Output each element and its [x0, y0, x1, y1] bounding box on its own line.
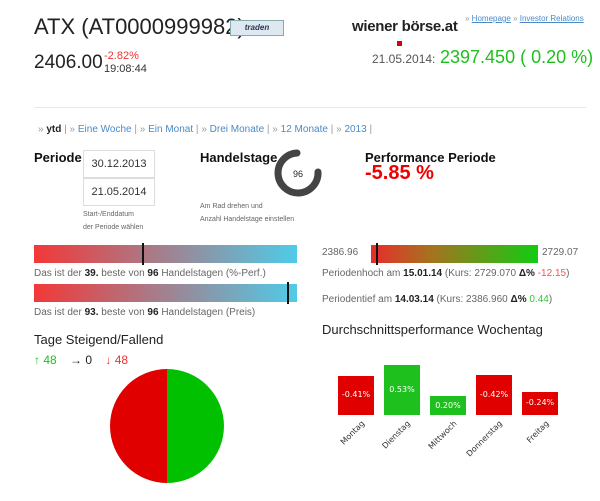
period-tabs: » ytd | » Eine Woche | » Ein Monat | » D… — [38, 124, 373, 135]
logo-dot — [397, 41, 402, 46]
updown-title: Tage Steigend/Fallend — [34, 332, 164, 347]
x-tick-label: Montag — [338, 419, 367, 447]
t: Δ% — [510, 294, 527, 305]
rank-marker — [287, 282, 290, 304]
periode-hint: Start-/Enddatum der Periode wählen — [83, 208, 143, 234]
range-bar — [371, 243, 538, 265]
hint-line: Am Rad drehen und — [200, 203, 263, 210]
t: beste von — [101, 268, 145, 279]
hint-line: der Periode wählen — [83, 224, 144, 231]
range-max: 2729.07 — [542, 247, 579, 258]
handelstage-dial[interactable]: 96 — [273, 148, 325, 200]
performance-value: -5.85 % — [365, 162, 434, 184]
date: 15.01.14 — [403, 268, 443, 279]
rank: 93. — [84, 307, 99, 318]
delta-value: 0.44 — [529, 294, 549, 305]
range-marker — [376, 243, 378, 265]
tab-2013[interactable]: 2013 — [344, 124, 367, 135]
period-low: Periodentief am 14.03.14 (Kurs: 2386.960… — [322, 294, 552, 305]
x-tick-label: Donnerstag — [464, 419, 505, 459]
price-rank-bar — [34, 282, 297, 304]
homepage-link[interactable]: Homepage — [471, 14, 511, 23]
hint-line: Start-/Enddatum — [83, 211, 134, 218]
tab-ytd[interactable]: ytd — [46, 124, 62, 135]
delta-value: -12.15 — [537, 268, 567, 279]
t: beste von — [101, 307, 145, 318]
tab-ein-monat[interactable]: Ein Monat — [148, 124, 194, 135]
t: Handelstagen (%-Perf.) — [161, 268, 266, 279]
total: 96 — [147, 268, 159, 279]
total: 96 — [147, 307, 159, 318]
header-links: » Homepage » Investor Relations — [465, 14, 584, 23]
t: Periodenhoch am — [322, 268, 401, 279]
x-tick-label: Mittwoch — [426, 419, 459, 452]
x-tick-label: Dienstag — [380, 419, 413, 451]
updown-counts: ↑ 48 → 0 ↓ 48 — [34, 353, 128, 367]
rank-marker — [141, 243, 144, 265]
handelstage-label: Handelstage — [200, 150, 278, 165]
bar-freitag: -0.24% — [522, 392, 558, 415]
bar-mittwoch: 0.20% — [430, 396, 466, 415]
period-high: Periodenhoch am 15.01.14 (Kurs: 2729.070… — [322, 268, 569, 279]
rank: 39. — [84, 268, 99, 279]
traden-button[interactable]: traden — [230, 20, 284, 36]
investor-relations-link[interactable]: Investor Relations — [519, 14, 584, 23]
chart-title: Durchschnittsperformance Wochentag — [322, 322, 543, 337]
performance-label: Performance Periode — [365, 150, 496, 165]
perf-rank-caption: Das ist der 39. beste von 96 Handelstage… — [34, 268, 266, 279]
hint-line: Anzahl Handelstage einstellen — [200, 216, 295, 223]
last-price: 2406.00 — [34, 52, 103, 73]
date: 14.03.14 — [394, 294, 434, 305]
t: Handelstagen (Preis) — [161, 307, 256, 318]
index-date: 21.05.2014: — [372, 52, 436, 66]
t: (Kurs: 2386.960 — [436, 294, 508, 305]
t: ) — [566, 268, 570, 279]
price-rank-caption: Das ist der 93. beste von 96 Handelstage… — [34, 307, 255, 318]
bar-donnerstag: -0.42% — [476, 375, 512, 415]
bar-dienstag: 0.53% — [384, 364, 420, 415]
end-date-input[interactable]: 21.05.2014 — [83, 178, 155, 206]
t: ) — [548, 294, 553, 305]
down-count: ↓ 48 — [105, 353, 129, 367]
pie-slice — [110, 369, 167, 483]
perf-rank-bar — [34, 243, 297, 265]
index-value: 2397.450 ( 0.20 %) — [440, 47, 594, 67]
flat-count: → 0 — [70, 353, 93, 367]
x-tick-label: Freitag — [524, 419, 551, 445]
range-min: 2386.96 — [322, 247, 359, 258]
tab-eine-woche[interactable]: Eine Woche — [77, 124, 132, 135]
wiener-boerse-logo: wiener börse.at — [352, 18, 458, 35]
t: Periodentief am — [322, 294, 393, 305]
price-change: -2.82% — [104, 50, 139, 62]
divider — [34, 107, 586, 108]
t: Δ% — [518, 268, 535, 279]
tab-drei-monate[interactable]: Drei Monate — [209, 124, 265, 135]
bar-montag: -0.41% — [338, 376, 374, 415]
updown-pie — [110, 369, 224, 483]
periode-label: Periode — [34, 150, 82, 165]
tab-12-monate[interactable]: 12 Monate — [280, 124, 328, 135]
dial-value: 96 — [293, 169, 303, 179]
start-date-input[interactable]: 30.12.2013 — [83, 150, 155, 178]
up-count: ↑ 48 — [34, 353, 57, 367]
price-time: 19:08:44 — [104, 63, 147, 75]
t: (Kurs: 2729.070 — [444, 268, 517, 279]
page-title: ATX (AT0000999982) — [34, 14, 245, 39]
handelstage-hint: Am Rad drehen und Anzahl Handelstage eins… — [200, 200, 294, 226]
pie-slice — [167, 369, 224, 483]
t: Das ist der — [34, 307, 82, 318]
t: Das ist der — [34, 268, 82, 279]
